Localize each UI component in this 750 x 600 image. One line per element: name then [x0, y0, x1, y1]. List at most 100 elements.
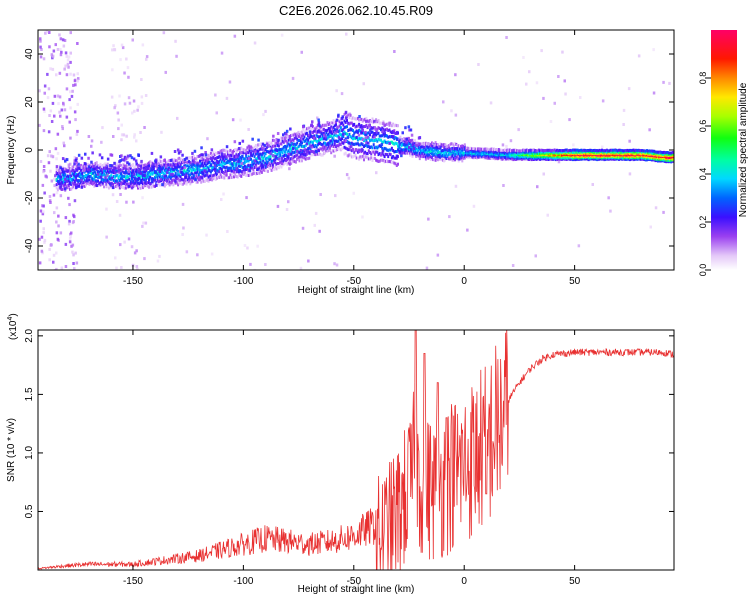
- spectral-ridge-cell: [211, 168, 214, 172]
- spectral-ridge-cell: [383, 134, 386, 138]
- spectral-ridge-cell: [659, 153, 662, 157]
- spectral-noise-cell: [300, 50, 303, 54]
- spectral-ridge-cell: [456, 152, 459, 156]
- spectral-ridge-cell: [252, 147, 255, 151]
- spectral-ridge-cell: [359, 155, 362, 159]
- spectral-ridge-cell: [223, 176, 226, 180]
- spectral-ridge-cell: [335, 120, 337, 124]
- spectral-ridge-cell: [573, 150, 576, 154]
- spectral-ridge-cell: [149, 169, 152, 173]
- spectral-ridge-cell: [58, 174, 61, 178]
- spectral-ridge-cell: [83, 178, 86, 182]
- spectral-ridge-cell: [546, 148, 549, 152]
- spectral-ridge-cell: [654, 154, 657, 158]
- spectral-halo-cell: [177, 151, 181, 155]
- spectral-noise-cell: [233, 34, 237, 38]
- spectral-ridge-cell: [175, 168, 178, 172]
- spectral-noise-cell: [41, 183, 45, 187]
- spectral-ridge-cell: [114, 175, 116, 179]
- spectral-ridge-cell: [630, 149, 633, 153]
- spectral-ridge-cell: [165, 166, 167, 170]
- spectral-ridge-cell: [70, 169, 73, 173]
- spectral-ridge-cell: [457, 157, 460, 161]
- spectral-halo-cell: [159, 155, 163, 159]
- spectral-noise-cell: [45, 30, 49, 34]
- spectral-halo-cell: [235, 167, 238, 171]
- spectral-ridge-cell: [160, 160, 163, 164]
- spectral-ridge-cell: [492, 152, 495, 156]
- spectral-halo-cell: [241, 139, 245, 143]
- spectral-ridge-cell: [101, 173, 104, 177]
- spectral-ridge-cell: [212, 156, 215, 159]
- spectral-ridge-cell: [304, 139, 307, 143]
- spectral-ridge-cell: [655, 155, 658, 159]
- spectral-ridge-cell: [332, 138, 335, 142]
- spectral-ridge-cell: [365, 133, 368, 136]
- spectral-ridge-cell: [89, 171, 92, 174]
- spectral-ridge-cell: [359, 149, 362, 152]
- spectral-ridge-cell: [410, 145, 413, 149]
- spectral-halo-cell: [251, 137, 254, 141]
- colorbar-tick-label: 0.2: [698, 216, 708, 229]
- spectral-ridge-cell: [356, 124, 359, 128]
- spectral-ridge-cell: [296, 147, 299, 151]
- spectral-noise-cell: [649, 225, 652, 229]
- spectral-ridge-cell: [309, 135, 312, 139]
- spectral-halo-cell: [248, 169, 252, 173]
- spectral-halo-cell: [208, 168, 211, 172]
- spectral-noise-cell: [118, 94, 121, 98]
- spectral-ridge-cell: [337, 139, 340, 143]
- spectral-ridge-cell: [568, 149, 571, 153]
- spectral-ridge-cell: [101, 171, 104, 175]
- spectral-ridge-cell: [55, 178, 58, 181]
- spectral-halo-cell: [114, 171, 117, 175]
- spectral-ridge-cell: [182, 182, 184, 186]
- spectral-halo-cell: [100, 156, 104, 160]
- spectral-ridge-cell: [132, 181, 135, 185]
- spectral-ridge-cell: [285, 153, 288, 157]
- spectral-ridge-cell: [70, 187, 73, 191]
- spectral-ridge-cell: [183, 161, 186, 164]
- spectral-noise-cell: [69, 162, 72, 166]
- spectral-halo-cell: [276, 141, 279, 144]
- spectral-ridge-cell: [279, 139, 282, 143]
- spectral-ridge-cell: [307, 147, 310, 151]
- spectral-ridge-cell: [619, 153, 622, 157]
- spectral-ridge-cell: [591, 149, 594, 153]
- spectral-noise-cell: [225, 96, 229, 100]
- spectral-halo-cell: [276, 132, 280, 135]
- spectral-ridge-cell: [239, 174, 242, 177]
- spectral-ridge-cell: [562, 156, 565, 160]
- spectral-halo-cell: [290, 152, 293, 156]
- spectral-ridge-cell: [112, 175, 115, 178]
- y-tick-label: -40: [24, 238, 35, 253]
- spectral-noise-cell: [345, 32, 348, 36]
- spectral-ridge-cell: [224, 154, 227, 158]
- spectral-ridge-cell: [121, 169, 124, 173]
- spectral-halo-cell: [280, 156, 284, 160]
- spectral-ridge-cell: [203, 167, 206, 171]
- spectral-ridge-cell: [416, 141, 419, 145]
- spectral-ridge-cell: [517, 156, 520, 160]
- spectral-ridge-cell: [467, 146, 470, 150]
- spectral-noise-cell: [59, 53, 63, 57]
- spectral-ridge-cell: [328, 146, 331, 150]
- spectral-ridge-cell: [460, 149, 463, 153]
- spectral-ridge-cell: [518, 156, 521, 160]
- spectral-ridge-cell: [512, 153, 515, 157]
- spectral-ridge-cell: [457, 144, 460, 148]
- spectral-ridge-cell: [533, 150, 535, 154]
- spectral-ridge-cell: [175, 177, 178, 181]
- spectral-ridge-cell: [656, 156, 659, 159]
- spectral-ridge-cell: [438, 157, 441, 161]
- spectral-ridge-cell: [274, 165, 277, 169]
- spectral-ridge-cell: [558, 149, 561, 152]
- spectral-ridge-cell: [610, 150, 613, 154]
- spectral-ridge-cell: [653, 149, 656, 153]
- spectral-noise-cell: [285, 208, 289, 211]
- spectral-noise-cell: [139, 131, 142, 134]
- spectral-noise-cell: [528, 70, 531, 74]
- spectral-noise-cell: [63, 39, 67, 42]
- spectral-ridge-cell: [268, 141, 271, 145]
- spectral-ridge-cell: [484, 147, 487, 151]
